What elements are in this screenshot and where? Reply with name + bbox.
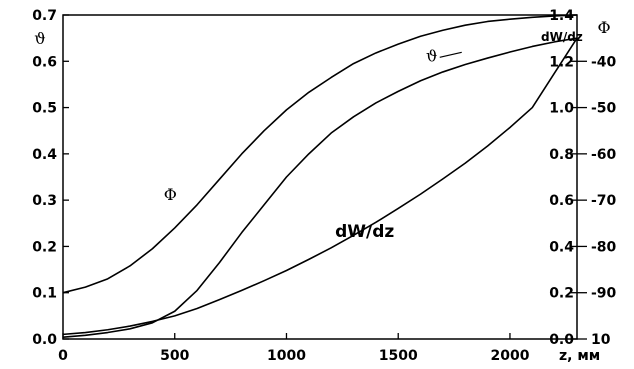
y-right2-axis-label: Φ [597,18,610,37]
y-right1-tick-label: 0.0 [549,332,574,348]
y-right1-tick-label: 0.4 [549,239,574,255]
y-right2-tick-label: 10 [591,332,611,348]
x-tick-label: 0 [58,348,68,364]
series-layer [62,14,578,338]
y-left-tick-label: 0.6 [32,54,57,70]
y-right2-tick-label: -40 [591,54,617,70]
annotation-leader [439,51,462,58]
y-right1-axis-label: dW/dz [541,30,583,44]
y-right1-tick-label: 1.0 [549,101,574,117]
y-right2-tick-label: -90 [591,286,617,302]
y-right1-tick-label: 0.2 [549,286,574,302]
y-left-tick-label: 0.4 [32,147,57,163]
curve-annotation: ϑ [426,46,437,65]
y-right1-tick-label: 0.8 [549,147,574,163]
y-left-tick-label: 0.1 [32,286,57,302]
y-left-tick-label: 0.0 [32,332,57,348]
axes-layer: 0 500 1000 1500 2000 0.0 0.1 0.2 0.3 0.4 0.5 0.6 0.7… [32,8,616,364]
y-right2-tick-label: -60 [591,147,617,163]
x-tick-label: 1500 [379,348,418,364]
series-line [62,14,578,294]
y-left-tick-label: 0.2 [32,239,57,255]
y-right2-tick-label: -50 [591,101,617,117]
labels-layer: z, мм ϑ dW/dz Φ Φϑ dW/dz [34,18,610,364]
y-left-tick-label: 0.3 [32,193,57,209]
x-tick-label: 2000 [490,348,529,364]
y-left-tick-label: 0.5 [32,101,57,117]
x-tick-label: 1000 [267,348,306,364]
y-right1-tick-label: 0.6 [549,193,574,209]
y-left-tick-label: 0.7 [32,8,57,24]
y-right2-tick-label: -80 [591,239,617,255]
curve-annotation: dW/dz [335,222,394,242]
x-axis-label: z, мм [559,348,600,364]
series-line [62,37,578,336]
curve-annotation: Φ [164,185,177,204]
plot-frame [62,14,578,340]
y-left-axis-label: ϑ [34,29,45,48]
series-line [62,37,578,338]
x-tick-label: 500 [160,348,189,364]
y-right2-tick-label: -70 [591,193,617,209]
